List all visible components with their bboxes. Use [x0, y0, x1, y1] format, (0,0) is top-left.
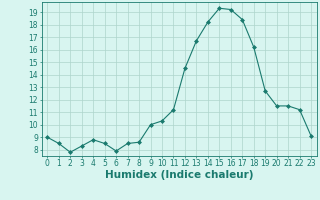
X-axis label: Humidex (Indice chaleur): Humidex (Indice chaleur) [105, 170, 253, 180]
